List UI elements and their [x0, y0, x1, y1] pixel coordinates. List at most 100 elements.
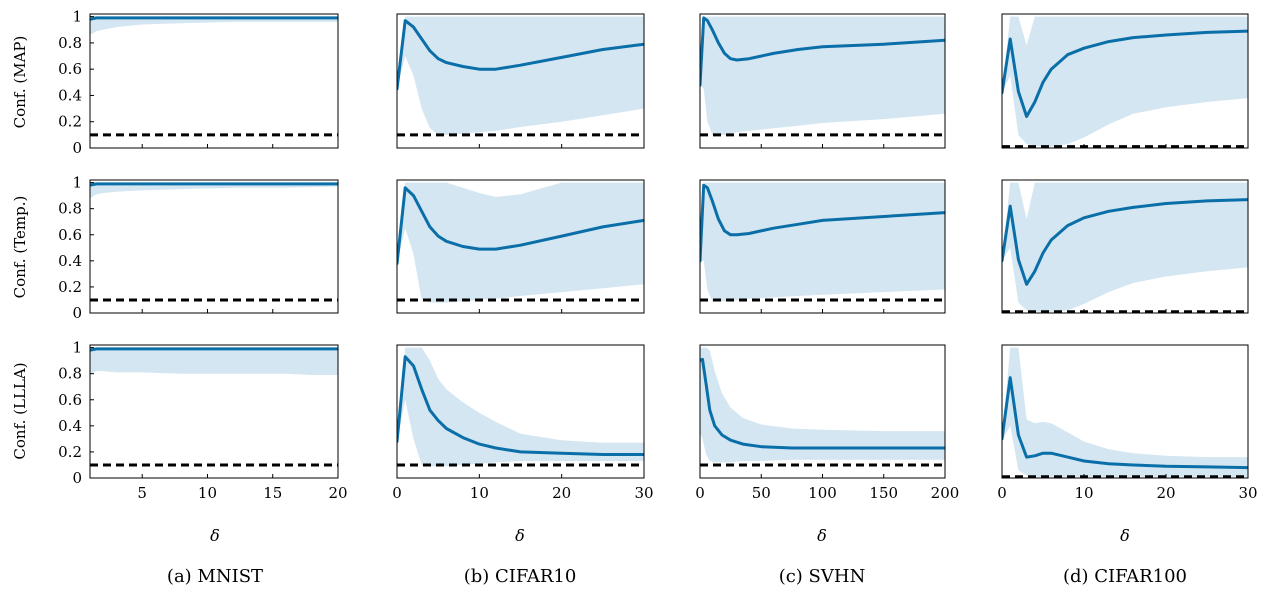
row-label-map: Conf. (MAP): [11, 36, 29, 129]
plot-area: [1002, 347, 1248, 478]
y-tick-label: 0.8: [58, 200, 82, 218]
panel-svhn-map: [699, 13, 946, 149]
confidence-band: [90, 182, 338, 199]
y-tick-label: 0.4: [58, 252, 82, 270]
axes-frame: [396, 13, 645, 149]
mean-confidence-line: [1002, 376, 1248, 470]
plot-area: [700, 182, 945, 302]
caption-mnist: (a) MNIST: [167, 566, 263, 587]
plot-area: [90, 16, 338, 137]
y-tick-label: 0: [72, 304, 82, 322]
x-tick-label: 0: [997, 484, 1007, 502]
panel-cifar100-llla: 0 10 20 30: [997, 344, 1258, 502]
confidence-band: [90, 16, 338, 35]
x-tick-label: 10: [198, 484, 217, 502]
x-tick-label: 10: [1074, 484, 1093, 502]
y-tick-label: 0.6: [58, 226, 82, 244]
panel-cifar100-map: [1001, 13, 1249, 149]
panel-svhn-temp: [699, 179, 946, 314]
plot-area: [700, 347, 945, 467]
y-tick-label: 0.8: [58, 365, 82, 383]
confidence-band: [1002, 182, 1248, 312]
y-tick-label: 0.2: [58, 113, 82, 131]
x-tick-label: 15: [263, 484, 282, 502]
row-label-llla: Conf. (LLLA): [11, 362, 29, 459]
x-axis-label-a: δ: [210, 526, 220, 545]
axes-frame: [1001, 179, 1249, 314]
mean-confidence-line: [700, 183, 945, 263]
caption-svhn: (c) SVHN: [779, 566, 866, 587]
x-tick-label: 100: [808, 484, 837, 502]
x-tick-label: 0: [695, 484, 705, 502]
x-tick-label: 200: [931, 484, 960, 502]
confidence-band: [397, 16, 644, 135]
mean-confidence-line: [397, 355, 644, 456]
plot-area: [90, 347, 338, 467]
panel-cifar10-llla: 0 10 20 30: [392, 344, 654, 502]
y-tick-label: 0.4: [58, 86, 82, 104]
plot-area: [700, 16, 945, 137]
confidence-band: [1002, 347, 1248, 477]
mean-confidence-line: [90, 16, 338, 21]
mean-confidence-line: [1002, 29, 1248, 118]
x-tick-label: 10: [470, 484, 489, 502]
plot-area: [90, 182, 338, 302]
axes-frame: [396, 179, 645, 314]
x-tick-label: 150: [869, 484, 898, 502]
x-tick-label: 20: [552, 484, 571, 502]
y-tick-label: 0: [72, 469, 82, 487]
mean-confidence-line: [1002, 198, 1248, 286]
confidence-band: [1002, 16, 1248, 147]
axes-frame: [89, 179, 339, 314]
confidence-band: [700, 16, 945, 135]
mean-confidence-line: [90, 347, 338, 352]
y-tick-label: 1: [72, 339, 82, 357]
y-tick-label: 0.2: [58, 278, 82, 296]
x-tick-label: 50: [752, 484, 771, 502]
x-axis-label-c: δ: [817, 526, 827, 545]
plot-area: [397, 347, 644, 467]
confidence-band: [397, 182, 644, 303]
y-tick-label: 1: [72, 174, 82, 192]
axes-frame: [1001, 13, 1249, 149]
panel-cifar10-map: [396, 13, 645, 149]
mean-confidence-line: [700, 16, 945, 87]
plot-area: [1002, 182, 1248, 313]
confidence-band: [397, 347, 644, 467]
mean-confidence-line: [90, 182, 338, 187]
axes-frame: [89, 344, 339, 479]
caption-cifar100: (d) CIFAR100: [1063, 566, 1187, 587]
confidence-band: [700, 182, 945, 302]
confidence-band: [90, 347, 338, 375]
x-tick-label: 20: [328, 484, 347, 502]
y-tick-label: 1: [72, 8, 82, 26]
panel-cifar100-temp: [1001, 179, 1249, 314]
panel-svhn-llla: 0 50 100 150 200: [695, 344, 960, 502]
y-tick-label: 0: [72, 139, 82, 157]
row-label-temp: Conf. (Temp.): [11, 196, 29, 299]
panel-cifar10-temp: [396, 179, 645, 314]
panel-mnist-map: 0 0.2 0.4 0.6 0.8 1: [58, 8, 339, 157]
x-tick-label: 5: [137, 484, 147, 502]
axes-frame: [396, 344, 645, 479]
mean-confidence-line: [700, 357, 945, 450]
x-tick-label: 20: [1156, 484, 1175, 502]
y-tick-label: 0.8: [58, 34, 82, 52]
mean-confidence-line: [397, 19, 644, 91]
x-tick-label: 30: [634, 484, 653, 502]
y-tick-label: 0.6: [58, 60, 82, 78]
panel-mnist-temp: 0 0.2 0.4 0.6 0.8 1: [58, 174, 339, 322]
y-tick-label: 0.2: [58, 443, 82, 461]
confidence-band: [700, 347, 945, 463]
caption-cifar10: (b) CIFAR10: [464, 566, 577, 587]
panel-grid: 00.20.40.60.8100.20.40.60.8100.20.40.60.…: [58, 8, 1257, 502]
x-axis-label-b: δ: [515, 526, 525, 545]
axes-frame: [89, 13, 339, 149]
plot-area: [1002, 16, 1248, 148]
x-tick-label: 30: [1238, 484, 1257, 502]
plot-area: [397, 182, 644, 303]
y-tick-label: 0.6: [58, 391, 82, 409]
x-tick-label: 0: [392, 484, 402, 502]
x-axis-label-d: δ: [1120, 526, 1130, 545]
